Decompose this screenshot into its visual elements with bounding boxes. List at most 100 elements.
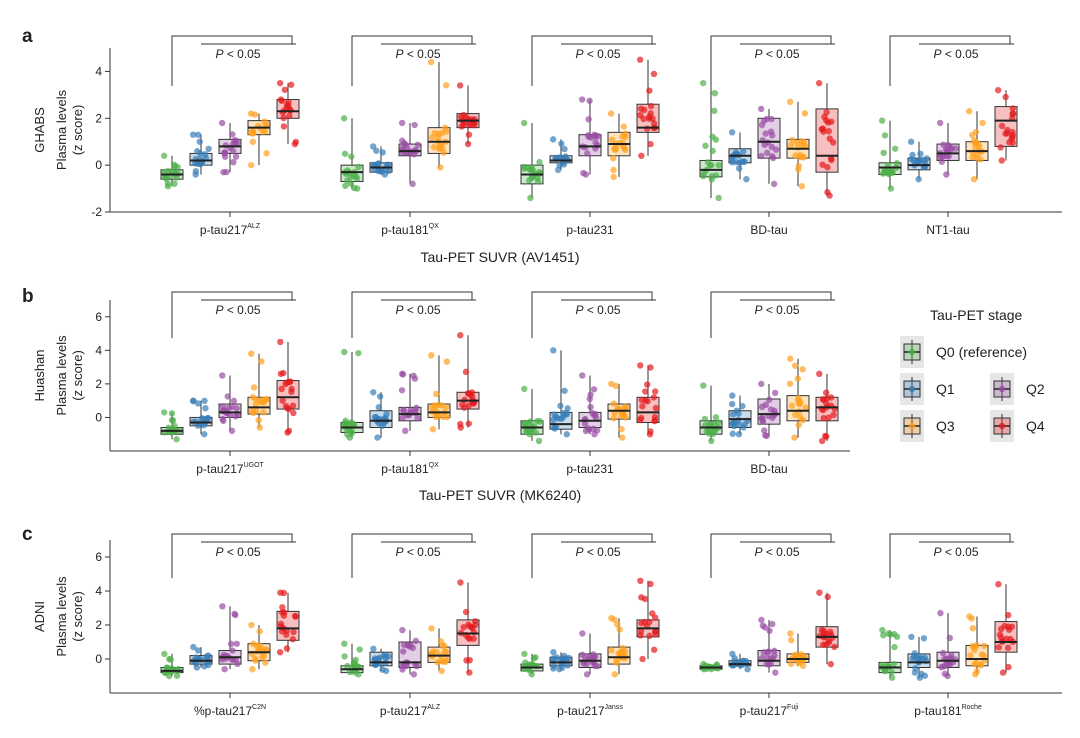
data-point: [350, 184, 358, 192]
data-point: [888, 674, 896, 681]
data-point: [583, 671, 591, 678]
data-point: [791, 434, 798, 441]
data-point: [189, 131, 197, 138]
legend: Tau-PET stage Q0 (reference) Q1 Q2 Q3 Q4: [900, 307, 1045, 442]
data-point: [563, 431, 570, 438]
data-point: [771, 389, 779, 397]
x-tick-label-main: p-tau217: [200, 223, 248, 237]
data-point: [585, 116, 592, 123]
data-point: [224, 393, 231, 400]
x-tick-label: p-tau217Fuji: [740, 704, 799, 718]
data-point: [969, 625, 977, 632]
sig-text: < 0.05: [223, 545, 260, 559]
data-point: [787, 142, 795, 149]
x-tick-label-main: p-tau217: [196, 462, 244, 476]
data-point: [709, 147, 716, 155]
panel-c: c ADNI Plasma levels(z score) 0 2 4 6 %p-tau217…: [22, 524, 1062, 718]
data-point: [739, 148, 747, 155]
y-tick-label: 4: [95, 64, 102, 78]
data-point: [820, 627, 828, 635]
data-point: [820, 128, 827, 135]
data-point: [232, 153, 240, 160]
data-point: [766, 396, 773, 403]
data-point: [434, 659, 441, 666]
data-point: [205, 145, 212, 153]
data-point: [280, 123, 288, 130]
box-group: p-tau217ALZ P < 0.05: [340, 533, 480, 718]
data-point: [340, 115, 348, 122]
sig-bracket-outer: [531, 533, 653, 578]
data-point: [650, 394, 658, 401]
data-point: [558, 140, 565, 147]
y-tick-label: 4: [95, 584, 102, 598]
sig-bracket-outer: [531, 35, 653, 86]
data-point: [786, 98, 794, 106]
data-point: [378, 168, 386, 175]
data-point: [462, 368, 470, 376]
data-point: [761, 427, 768, 434]
data-point: [398, 387, 406, 394]
data-point: [647, 580, 654, 588]
data-point: [702, 142, 709, 150]
data-point: [428, 352, 435, 359]
x-tick-label: p-tau231: [566, 223, 614, 237]
data-point: [789, 136, 796, 144]
data-point: [907, 138, 915, 145]
panel-letter: a: [22, 26, 33, 47]
data-point: [642, 397, 649, 404]
data-point: [970, 176, 978, 183]
data-point: [967, 652, 974, 659]
data-point: [229, 647, 236, 654]
data-point: [521, 385, 528, 393]
x-tick-label: %p-tau217C2N: [194, 704, 266, 718]
data-point: [579, 372, 586, 379]
legend-label: Q1: [936, 381, 955, 397]
data-point: [370, 645, 377, 652]
data-point: [937, 154, 944, 161]
data-point: [825, 127, 832, 135]
x-tick-label-main: p-tau217: [557, 704, 605, 718]
data-point: [536, 158, 543, 166]
data-point: [911, 669, 919, 676]
data-point: [550, 649, 557, 656]
data-point: [194, 131, 202, 138]
data-point: [458, 123, 466, 130]
data-point: [554, 166, 562, 174]
data-point: [735, 421, 743, 428]
data-point: [549, 655, 557, 662]
data-point: [457, 579, 464, 586]
data-point: [609, 136, 616, 144]
data-point: [562, 153, 569, 160]
data-point: [194, 148, 201, 155]
data-point: [738, 158, 745, 166]
sig-p: P: [575, 303, 583, 317]
data-point: [382, 654, 390, 662]
x-tick-label: p-tau217UGOT: [196, 462, 264, 476]
data-point: [561, 387, 568, 394]
data-point: [258, 358, 265, 365]
x-tick-label-sup: ALZ: [247, 223, 261, 230]
data-point: [374, 434, 381, 441]
data-point: [888, 668, 895, 676]
data-point: [914, 158, 921, 165]
sig-text: < 0.05: [941, 545, 978, 559]
sig-bracket-outer: [710, 35, 832, 86]
y-axis-label: Plasma levels(z score): [54, 576, 85, 657]
data-point: [164, 180, 172, 187]
data-point: [920, 635, 928, 642]
data-point: [652, 404, 660, 412]
x-tick-label-main: %p-tau217: [194, 704, 252, 718]
data-point: [765, 661, 773, 668]
data-point: [256, 628, 263, 635]
data-point: [559, 655, 566, 662]
data-point: [825, 639, 832, 646]
data-point: [286, 112, 293, 119]
data-point: [561, 145, 568, 153]
sig-label: P < 0.05: [754, 545, 799, 559]
data-point: [376, 393, 384, 400]
data-point: [342, 182, 349, 190]
data-point: [171, 422, 178, 429]
box-group: p-tau217UGOT P < 0.05: [160, 291, 300, 476]
data-point: [795, 421, 802, 429]
data-point: [610, 415, 618, 422]
